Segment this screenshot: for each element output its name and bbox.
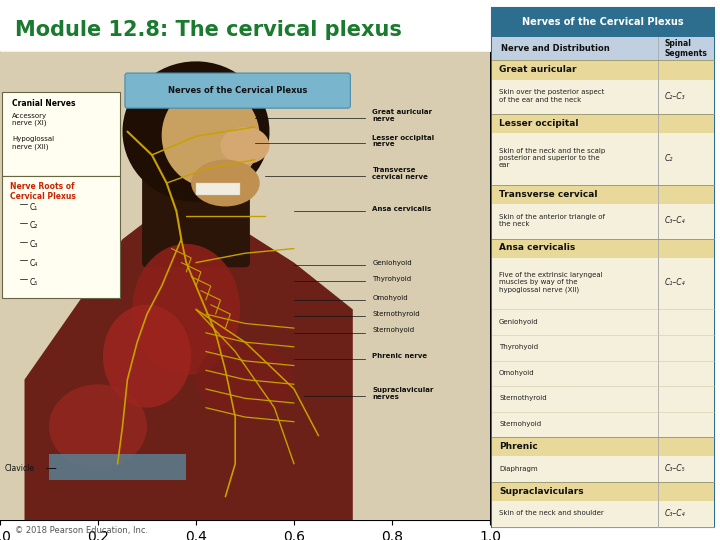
Text: Transverse
cervical nerve: Transverse cervical nerve <box>372 167 428 180</box>
Bar <box>492 37 714 60</box>
Text: Cranial Nerves: Cranial Nerves <box>12 99 76 108</box>
Bar <box>492 8 714 37</box>
Text: Sternohyoid: Sternohyoid <box>372 327 415 334</box>
Text: Thyrohyoid: Thyrohyoid <box>372 276 412 282</box>
Text: Sternohyoid: Sternohyoid <box>499 421 541 427</box>
Text: Omohyoid: Omohyoid <box>499 370 535 376</box>
Text: Lesser occipital
nerve: Lesser occipital nerve <box>372 134 435 147</box>
Ellipse shape <box>191 160 260 206</box>
Ellipse shape <box>103 305 191 408</box>
FancyBboxPatch shape <box>2 176 120 298</box>
Text: Phrenic: Phrenic <box>499 442 538 451</box>
Text: Spinal
Segments: Spinal Segments <box>665 39 707 58</box>
Text: C₃–C₅: C₃–C₅ <box>665 464 685 473</box>
Ellipse shape <box>162 85 260 188</box>
Text: Sternothyroid: Sternothyroid <box>499 395 546 401</box>
Polygon shape <box>24 202 353 520</box>
Text: Accessory
nerve (XI): Accessory nerve (XI) <box>12 113 48 126</box>
Text: C₂: C₂ <box>665 153 672 163</box>
Text: Skin of the anterior triangle of
the neck: Skin of the anterior triangle of the nec… <box>499 214 605 227</box>
Ellipse shape <box>196 342 294 417</box>
Bar <box>492 361 714 386</box>
Bar <box>492 133 714 185</box>
Bar <box>492 114 714 133</box>
Text: © 2018 Pearson Education, Inc.: © 2018 Pearson Education, Inc. <box>14 525 148 535</box>
Text: Nerves of the Cervical Plexus: Nerves of the Cervical Plexus <box>523 17 684 27</box>
Bar <box>492 258 714 309</box>
Bar <box>196 183 240 195</box>
Text: Skin of the neck and shoulder: Skin of the neck and shoulder <box>499 510 604 516</box>
Text: Great auricular
nerve: Great auricular nerve <box>372 109 433 122</box>
Text: Phrenic nerve: Phrenic nerve <box>372 353 428 359</box>
Ellipse shape <box>220 127 269 164</box>
Bar <box>492 386 714 411</box>
Bar <box>492 239 714 258</box>
Text: Nerve and Distribution: Nerve and Distribution <box>501 44 610 53</box>
Text: Skin of the neck and the scalp
posterior and superior to the
ear: Skin of the neck and the scalp posterior… <box>499 148 606 168</box>
Text: Diaphragm: Diaphragm <box>499 465 538 471</box>
Bar <box>49 455 186 480</box>
Bar <box>492 309 714 335</box>
Text: Lesser occipital: Lesser occipital <box>499 119 579 128</box>
Bar <box>492 437 714 456</box>
Bar <box>492 60 714 79</box>
Text: Hypoglossal
nerve (XII): Hypoglossal nerve (XII) <box>12 136 55 150</box>
Ellipse shape <box>122 62 269 202</box>
Text: Nerves of the Cervical Plexus: Nerves of the Cervical Plexus <box>168 86 307 95</box>
Text: Nerve Roots of
Cervical Plexus: Nerve Roots of Cervical Plexus <box>10 181 76 201</box>
Text: Transverse cervical: Transverse cervical <box>499 190 598 199</box>
Text: Supraclavicular
nerves: Supraclavicular nerves <box>372 387 433 400</box>
Text: Omohyoid: Omohyoid <box>372 295 408 301</box>
Text: C₄: C₄ <box>30 259 37 268</box>
FancyBboxPatch shape <box>142 141 250 267</box>
Text: C₃–C₄: C₃–C₄ <box>665 509 685 518</box>
Text: Ansa cervicalis: Ansa cervicalis <box>372 206 432 212</box>
Ellipse shape <box>49 384 147 469</box>
Text: Clavicle: Clavicle <box>5 464 35 473</box>
Bar <box>492 411 714 437</box>
Text: Five of the extrinsic laryngeal
muscles by way of the
hypoglossal nerve (XII): Five of the extrinsic laryngeal muscles … <box>499 272 603 293</box>
Bar <box>492 335 714 361</box>
Text: C₅: C₅ <box>30 278 37 287</box>
Text: C₁: C₁ <box>30 202 37 212</box>
Bar <box>492 482 714 501</box>
Text: Geniohyoid: Geniohyoid <box>499 319 539 325</box>
Text: Geniohyoid: Geniohyoid <box>372 260 412 266</box>
Text: C₂: C₂ <box>30 221 37 231</box>
Text: C₃–C₄: C₃–C₄ <box>665 216 685 225</box>
Bar <box>492 501 714 526</box>
Text: C₂–C₃: C₂–C₃ <box>665 92 685 100</box>
Text: Sternothyroid: Sternothyroid <box>372 311 420 317</box>
Text: Module 12.8: The cervical plexus: Module 12.8: The cervical plexus <box>14 19 402 39</box>
Text: Supraclaviculars: Supraclaviculars <box>499 487 584 496</box>
Bar <box>492 79 714 114</box>
FancyBboxPatch shape <box>2 92 120 176</box>
Text: Ansa cervicalis: Ansa cervicalis <box>499 243 575 252</box>
Text: C₁–C₄: C₁–C₄ <box>665 278 685 287</box>
Text: Skin over the posterior aspect
of the ear and the neck: Skin over the posterior aspect of the ea… <box>499 90 604 103</box>
Bar <box>492 185 714 204</box>
Bar <box>492 204 714 239</box>
Text: C₃: C₃ <box>30 240 37 249</box>
Text: Great auricular: Great auricular <box>499 65 577 74</box>
Bar <box>492 456 714 482</box>
FancyBboxPatch shape <box>125 73 351 108</box>
Ellipse shape <box>132 244 240 375</box>
Text: Thyrohyoid: Thyrohyoid <box>499 345 538 350</box>
